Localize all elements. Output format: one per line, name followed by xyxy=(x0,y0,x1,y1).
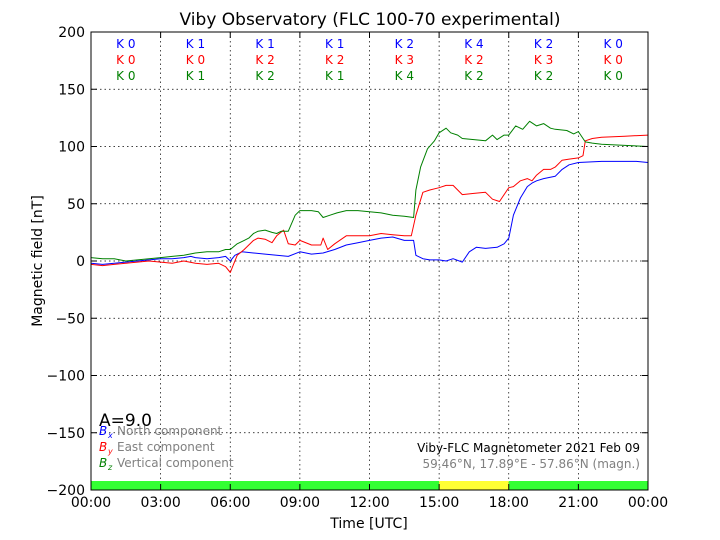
y-tick-label: −150 xyxy=(47,426,85,442)
legend-subscript: z xyxy=(107,463,113,472)
k-index-green-5: K 4 xyxy=(395,69,414,83)
series-group xyxy=(90,120,649,273)
k-index-green-1: K 0 xyxy=(116,69,135,83)
grid xyxy=(91,32,648,490)
x-tick-label: 15:00 xyxy=(419,495,459,511)
series-line-1 xyxy=(90,160,649,265)
x-tick-label: 12:00 xyxy=(349,495,389,511)
y-tick-label: −200 xyxy=(47,483,85,499)
k-index-red-6: K 2 xyxy=(464,53,483,67)
k-index-blue-7: K 2 xyxy=(534,37,553,51)
legend-label: North component xyxy=(117,424,223,438)
k-index-green-2: K 1 xyxy=(186,69,205,83)
annotation-magnetometer: Viby-FLC Magnetometer 2021 Feb 09 xyxy=(417,441,640,455)
legend-symbol: B xyxy=(99,424,107,438)
k-index-green-3: K 2 xyxy=(255,69,274,83)
y-axis-label: Magnetic field [nT] xyxy=(30,195,46,327)
x-tick-label: 09:00 xyxy=(280,495,320,511)
y-tick-label: −50 xyxy=(55,311,85,327)
axis-ticks: 00:00 03:00 06:00 09:00 12:00 15:00 18:00 21:00… xyxy=(47,25,669,511)
k-index-blue-4: K 1 xyxy=(325,37,344,51)
x-tick-label: 00:00 xyxy=(71,495,111,511)
k-index-green-8: K 0 xyxy=(604,69,623,83)
k-index-red-2: K 0 xyxy=(186,53,205,67)
k-index-blue-6: K 4 xyxy=(464,37,483,51)
x-axis-label: Time [UTC] xyxy=(329,516,407,532)
x-tick-label: 03:00 xyxy=(140,495,180,511)
legend-label: Vertical component xyxy=(117,456,234,470)
series-line-3 xyxy=(90,120,649,262)
k-index-red-3: K 2 xyxy=(255,53,274,67)
k-index-red-8: K 0 xyxy=(604,53,623,67)
y-tick-label: 150 xyxy=(58,82,85,98)
k-index-green-7: K 2 xyxy=(534,69,553,83)
k-index-red-5: K 3 xyxy=(395,53,414,67)
chart-title: Viby Observatory (FLC 100-70 experimenta… xyxy=(180,10,561,30)
k-index-row: K 0 K 1 K 1 K 1 K 2 K 4 K 2 K 0 K 0 K 0 K 2 K 2 K 3 K… xyxy=(116,37,623,83)
x-tick-label: 18:00 xyxy=(489,495,529,511)
legend-label: East component xyxy=(117,440,215,454)
series-line-2 xyxy=(90,134,649,273)
k-index-green-6: K 2 xyxy=(464,69,483,83)
k-index-red-7: K 3 xyxy=(534,53,553,67)
y-tick-label: 100 xyxy=(58,140,85,156)
k-index-blue-2: K 1 xyxy=(186,37,205,51)
k-index-blue-3: K 1 xyxy=(255,37,274,51)
legend-subscript: x xyxy=(107,431,113,440)
k-index-blue-8: K 0 xyxy=(604,37,623,51)
k-index-green-4: K 1 xyxy=(325,69,344,83)
status-bar-segment xyxy=(91,481,440,490)
k-index-red-1: K 0 xyxy=(116,53,135,67)
x-tick-label: 21:00 xyxy=(558,495,598,511)
y-tick-label: 0 xyxy=(76,254,85,270)
x-tick-label: 00:00 xyxy=(628,495,668,511)
k-index-blue-5: K 2 xyxy=(395,37,414,51)
y-tick-label: 50 xyxy=(67,197,85,213)
y-tick-label: −100 xyxy=(47,369,85,385)
status-bar-segment xyxy=(439,481,509,490)
k-index-blue-1: K 0 xyxy=(116,37,135,51)
k-index-red-4: K 2 xyxy=(325,53,344,67)
annotation-coordinates: 59.46°N, 17.89°E - 57.86°N (magn.) xyxy=(423,457,640,471)
legend-symbol: B xyxy=(99,440,107,454)
x-tick-label: 06:00 xyxy=(210,495,250,511)
a-index-label: A=9.0 xyxy=(99,411,152,431)
y-tick-label: 200 xyxy=(58,25,85,41)
legend-symbol: B xyxy=(99,456,107,470)
legend-subscript: y xyxy=(107,447,113,456)
